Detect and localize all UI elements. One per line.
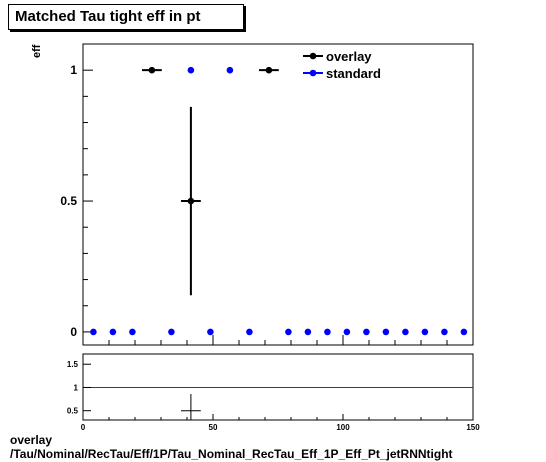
ratio-y-tick-label: 1.5 xyxy=(67,360,79,369)
legend-marker-overlay xyxy=(309,52,317,60)
legend-marker-standard xyxy=(309,69,317,77)
main-data-marks xyxy=(90,66,468,336)
ratio-x-tick-label: 100 xyxy=(336,423,350,432)
ratio-y-tick-label: 0.5 xyxy=(67,407,79,416)
overlay-point xyxy=(265,66,273,74)
footer-line-1: overlay xyxy=(10,433,53,447)
plot-title-box: Matched Tau tight eff in pt xyxy=(8,4,244,30)
footer-line-2: /Tau/Nominal/RecTau/Eff/1P/Tau_Nominal_R… xyxy=(10,447,453,461)
y-tick-label: 0 xyxy=(70,325,77,339)
standard-point xyxy=(285,328,292,336)
standard-point xyxy=(168,328,175,336)
legend-label-standard: standard xyxy=(326,66,381,81)
y-axis-label: eff xyxy=(31,44,43,58)
y-tick-label: 0.5 xyxy=(60,194,77,208)
standard-point xyxy=(382,328,390,336)
ratio-x-tick-label: 50 xyxy=(209,423,218,432)
overlay-point xyxy=(148,66,156,74)
plot-title: Matched Tau tight eff in pt xyxy=(15,8,201,25)
ratio-axis-ticks: 0.5 1 1.5 0 50 100 150 xyxy=(67,360,480,432)
standard-point xyxy=(207,328,214,336)
standard-point xyxy=(226,66,234,74)
ratio-data-marks xyxy=(181,393,201,420)
ratio-y-tick-label: 1 xyxy=(74,383,79,392)
legend: overlay standard xyxy=(303,49,381,81)
standard-point xyxy=(343,328,351,336)
standard-point xyxy=(460,328,468,336)
standard-point xyxy=(304,328,312,336)
standard-point xyxy=(109,328,117,336)
ratio-plot-frame xyxy=(82,353,474,421)
standard-point xyxy=(129,328,136,336)
standard-point xyxy=(363,328,370,336)
standard-point xyxy=(441,328,448,336)
standard-point xyxy=(246,328,253,336)
standard-point xyxy=(90,328,97,336)
main-plot-frame: eff xyxy=(31,43,474,346)
main-plot-border xyxy=(82,43,474,346)
standard-point xyxy=(402,328,409,336)
ratio-x-tick-label: 150 xyxy=(466,423,480,432)
standard-point xyxy=(421,328,429,336)
legend-label-overlay: overlay xyxy=(326,49,372,64)
main-y-axis-ticks: 00.51 xyxy=(60,63,474,345)
standard-point xyxy=(187,66,195,74)
ratio-x-tick-label: 0 xyxy=(81,423,86,432)
y-tick-label: 1 xyxy=(70,63,77,77)
standard-point xyxy=(324,328,331,336)
overlay-point xyxy=(187,197,195,205)
